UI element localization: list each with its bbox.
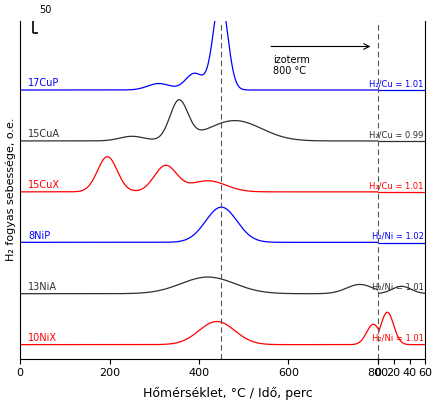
- Text: H₂/Ni = 1.01: H₂/Ni = 1.01: [372, 283, 424, 292]
- Text: izoterm
800 °C: izoterm 800 °C: [273, 55, 310, 76]
- Text: H₂/Ni = 1.02: H₂/Ni = 1.02: [372, 232, 424, 241]
- Text: 17CuP: 17CuP: [28, 78, 60, 88]
- Text: H₂/Cu = 0.99: H₂/Cu = 0.99: [370, 130, 424, 139]
- Text: 50: 50: [39, 5, 51, 15]
- Text: Hőmérséklet, °C / Idő, perc: Hőmérséklet, °C / Idő, perc: [143, 387, 313, 400]
- Text: 10NiX: 10NiX: [28, 333, 57, 343]
- Text: 15CuA: 15CuA: [28, 129, 60, 139]
- Text: 8NiP: 8NiP: [28, 231, 50, 241]
- Text: H₂/Cu = 1.01: H₂/Cu = 1.01: [370, 79, 424, 88]
- Text: H₂/Cu = 1.01: H₂/Cu = 1.01: [370, 181, 424, 190]
- Y-axis label: H₂ fogyas sebessége, o.e.: H₂ fogyas sebessége, o.e.: [6, 118, 16, 261]
- Text: H₂/Ni = 1.01: H₂/Ni = 1.01: [372, 334, 424, 343]
- Text: 15CuX: 15CuX: [28, 180, 60, 190]
- Text: 13NiA: 13NiA: [28, 282, 57, 292]
